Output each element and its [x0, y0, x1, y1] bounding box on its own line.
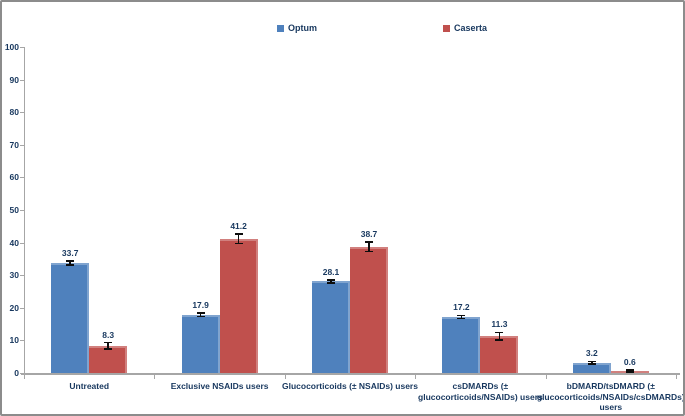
x-axis-tick: [154, 375, 156, 379]
bar-optum-2: [312, 281, 350, 373]
bar-caserta-1: [219, 238, 258, 373]
error-bar-cap-bottom-caserta-4: [625, 371, 634, 373]
y-axis-tick-label: 90: [9, 74, 19, 85]
y-axis-line: [24, 47, 25, 373]
error-bar-cap-bottom-caserta-0: [104, 348, 113, 350]
x-axis-tick: [24, 375, 25, 379]
y-axis-tick-label: 10: [9, 335, 19, 346]
error-bar-cap-bottom-caserta-2: [365, 250, 373, 253]
bar-optum-3: [442, 316, 481, 373]
value-label-caserta-1: 41.2: [230, 220, 247, 231]
error-bar-line-optum-3: [460, 315, 463, 319]
y-axis-tick-label: 80: [9, 107, 19, 118]
y-axis-tick: [20, 242, 24, 244]
error-bar-cap-top-optum-2: [327, 279, 335, 281]
y-axis-tick-label: 100: [4, 42, 19, 52]
y-axis-tick: [20, 144, 24, 146]
error-bar-cap-top-caserta-1: [234, 233, 243, 235]
bar-caserta-3: [480, 336, 519, 373]
category-label-3: csDMARDs (± glucocorticoids/NSAIDs) user…: [418, 381, 543, 402]
error-bar-cap-top-optum-3: [457, 314, 466, 317]
error-bar-line-caserta-3: [498, 332, 501, 341]
error-bar-cap-top-optum-1: [196, 312, 205, 314]
y-axis-tick: [20, 210, 24, 211]
x-axis-tick: [284, 375, 286, 379]
error-bar-line-optum-1: [199, 313, 202, 317]
error-bar-cap-bottom-optum-0: [66, 264, 75, 266]
optum-legend-swatch-icon: [277, 25, 284, 32]
bar-caserta-2: [350, 246, 388, 373]
error-bar-line-caserta-1: [237, 233, 240, 244]
bar-optum-1: [181, 314, 220, 373]
bar-caserta-0: [89, 345, 128, 373]
error-bar-cap-top-optum-0: [66, 260, 75, 262]
y-axis-tick-label: 50: [9, 205, 19, 215]
value-label-optum-0: 33.7: [61, 248, 79, 259]
value-label-caserta-2: 38.7: [360, 228, 378, 239]
error-bar-line-optum-0: [69, 261, 71, 266]
category-label-0: Untreated: [69, 381, 110, 391]
value-label-caserta-0: 8.3: [102, 329, 115, 340]
y-axis-tick: [20, 340, 24, 342]
error-bar-cap-top-caserta-0: [104, 341, 113, 344]
error-bar-cap-top-optum-4: [587, 360, 596, 362]
value-label-optum-3: 17.2: [453, 302, 470, 313]
y-axis-tick-label: 40: [9, 237, 19, 248]
x-axis-tick: [415, 375, 417, 379]
x-axis-tick: [545, 375, 547, 379]
error-bar-line-caserta-0: [107, 342, 109, 350]
error-bar-cap-bottom-caserta-1: [234, 242, 243, 245]
category-label-1: Exclusive NSAIDs users: [170, 381, 269, 391]
error-bar-line-caserta-2: [368, 241, 370, 252]
x-axis-line: [21, 373, 680, 375]
y-axis-tick: [20, 275, 24, 277]
error-bar-cap-bottom-optum-3: [457, 317, 466, 320]
y-axis-tick-label: 70: [9, 139, 19, 150]
y-axis-tick-label: 20: [9, 302, 19, 313]
y-axis-tick: [20, 47, 24, 48]
error-bar-cap-bottom-optum-2: [327, 282, 335, 284]
value-label-optum-4: 3.2: [585, 348, 598, 359]
error-bar-cap-top-caserta-4: [625, 369, 634, 371]
legend-label-caserta: Caserta: [454, 23, 488, 33]
y-axis-tick-label: 0: [14, 368, 19, 378]
value-label-caserta-3: 11.3: [491, 319, 508, 330]
category-label-2: Glucocorticoids (± NSAIDs) users: [282, 381, 418, 391]
x-axis-tick: [676, 375, 677, 379]
y-axis-tick: [20, 307, 24, 309]
error-bar-cap-bottom-optum-1: [196, 315, 205, 318]
legend-item-caserta: Caserta: [443, 23, 487, 34]
error-bar-cap-top-caserta-3: [495, 331, 504, 333]
error-bar-cap-top-caserta-2: [365, 241, 373, 243]
error-bar-line-optum-4: [591, 361, 593, 364]
value-label-optum-2: 28.1: [322, 266, 340, 277]
bar-optum-4: [572, 362, 611, 373]
error-bar-cap-bottom-caserta-3: [495, 339, 504, 341]
y-axis-tick: [20, 373, 24, 374]
y-axis-tick: [20, 177, 24, 179]
value-label-caserta-4: 0.6: [623, 357, 636, 368]
bar-optum-0: [51, 263, 90, 373]
y-axis-tick: [20, 79, 24, 81]
legend-item-optum: Optum: [277, 23, 317, 34]
y-axis-tick: [20, 112, 24, 114]
y-axis-tick-label: 30: [9, 270, 19, 281]
error-bar-cap-bottom-optum-4: [587, 363, 596, 365]
error-bar-line-caserta-4: [629, 370, 631, 373]
category-label-4: bDMARD/tsDMARD (± glucocorticoids/NSAIDs…: [536, 381, 685, 412]
value-label-optum-1: 17.9: [192, 300, 209, 311]
error-bar-line-optum-2: [330, 279, 332, 283]
y-axis-tick-label: 60: [9, 172, 19, 183]
caserta-legend-swatch-icon: [443, 25, 450, 32]
legend-label-optum: Optum: [288, 23, 317, 33]
